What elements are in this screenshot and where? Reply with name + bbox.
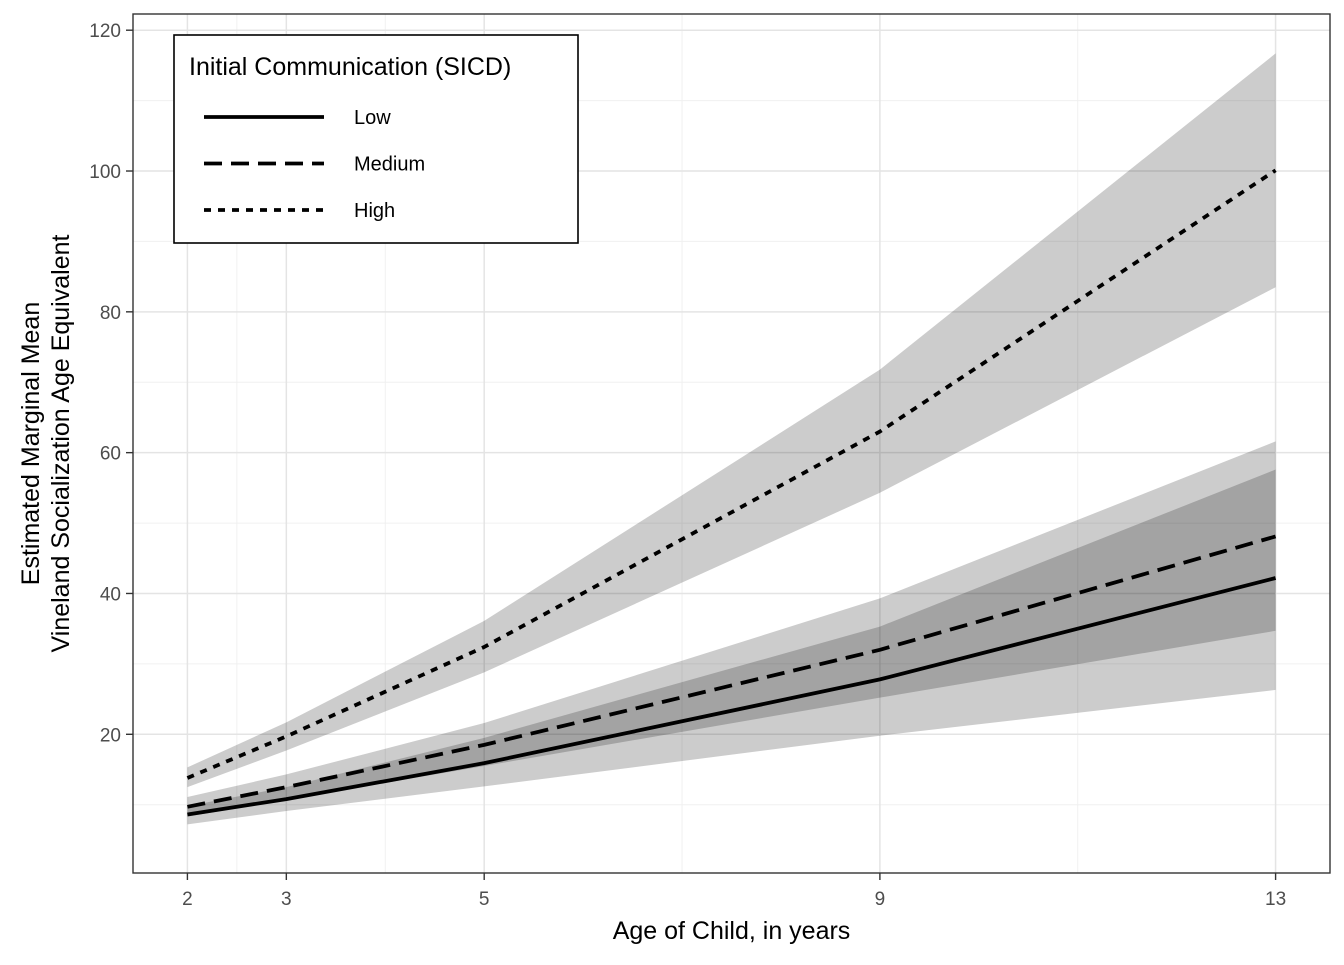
y-axis-title-line-2: Vineland Socialization Age Equivalent — [47, 235, 75, 653]
legend-label-high: High — [354, 200, 395, 222]
x-tick-label: 3 — [281, 889, 292, 910]
x-tick-label: 9 — [875, 889, 886, 910]
legend-box — [173, 34, 579, 244]
legend: Initial Communication (SICD) Low Medium Hi… — [173, 34, 579, 244]
x-tick-label: 2 — [182, 889, 193, 910]
y-tick-label: 80 — [100, 303, 121, 324]
y-axis-title-line-1: Estimated Marginal Mean — [17, 302, 45, 585]
series-line-low — [187, 576, 1277, 817]
y-tick-label: 40 — [100, 584, 121, 605]
legend-title: Initial Communication (SICD) — [189, 53, 511, 81]
plot-panel-border — [132, 13, 1331, 874]
ci-band-medium — [187, 441, 1276, 817]
y-tick-label: 60 — [100, 444, 121, 465]
series-line-high — [186, 168, 1277, 780]
series-lines — [186, 168, 1277, 817]
x-tick-label: 5 — [479, 889, 490, 910]
x-tick-label: 13 — [1265, 889, 1286, 910]
series-line-medium — [187, 534, 1277, 809]
legend-label-low: Low — [354, 107, 391, 129]
confidence-bands — [187, 53, 1276, 825]
y-tick-label: 120 — [89, 21, 121, 42]
ci-band-low — [187, 469, 1276, 825]
legend-label-medium: Medium — [354, 154, 425, 176]
legend-entries: Low Medium High — [204, 107, 425, 222]
y-tick-label: 100 — [89, 162, 121, 183]
x-axis-title: Age of Child, in years — [613, 917, 851, 945]
axis-ticks: 2 3 5 9 13 20 40 60 80 100 120 — [89, 21, 1286, 910]
y-tick-label: 20 — [100, 725, 121, 746]
